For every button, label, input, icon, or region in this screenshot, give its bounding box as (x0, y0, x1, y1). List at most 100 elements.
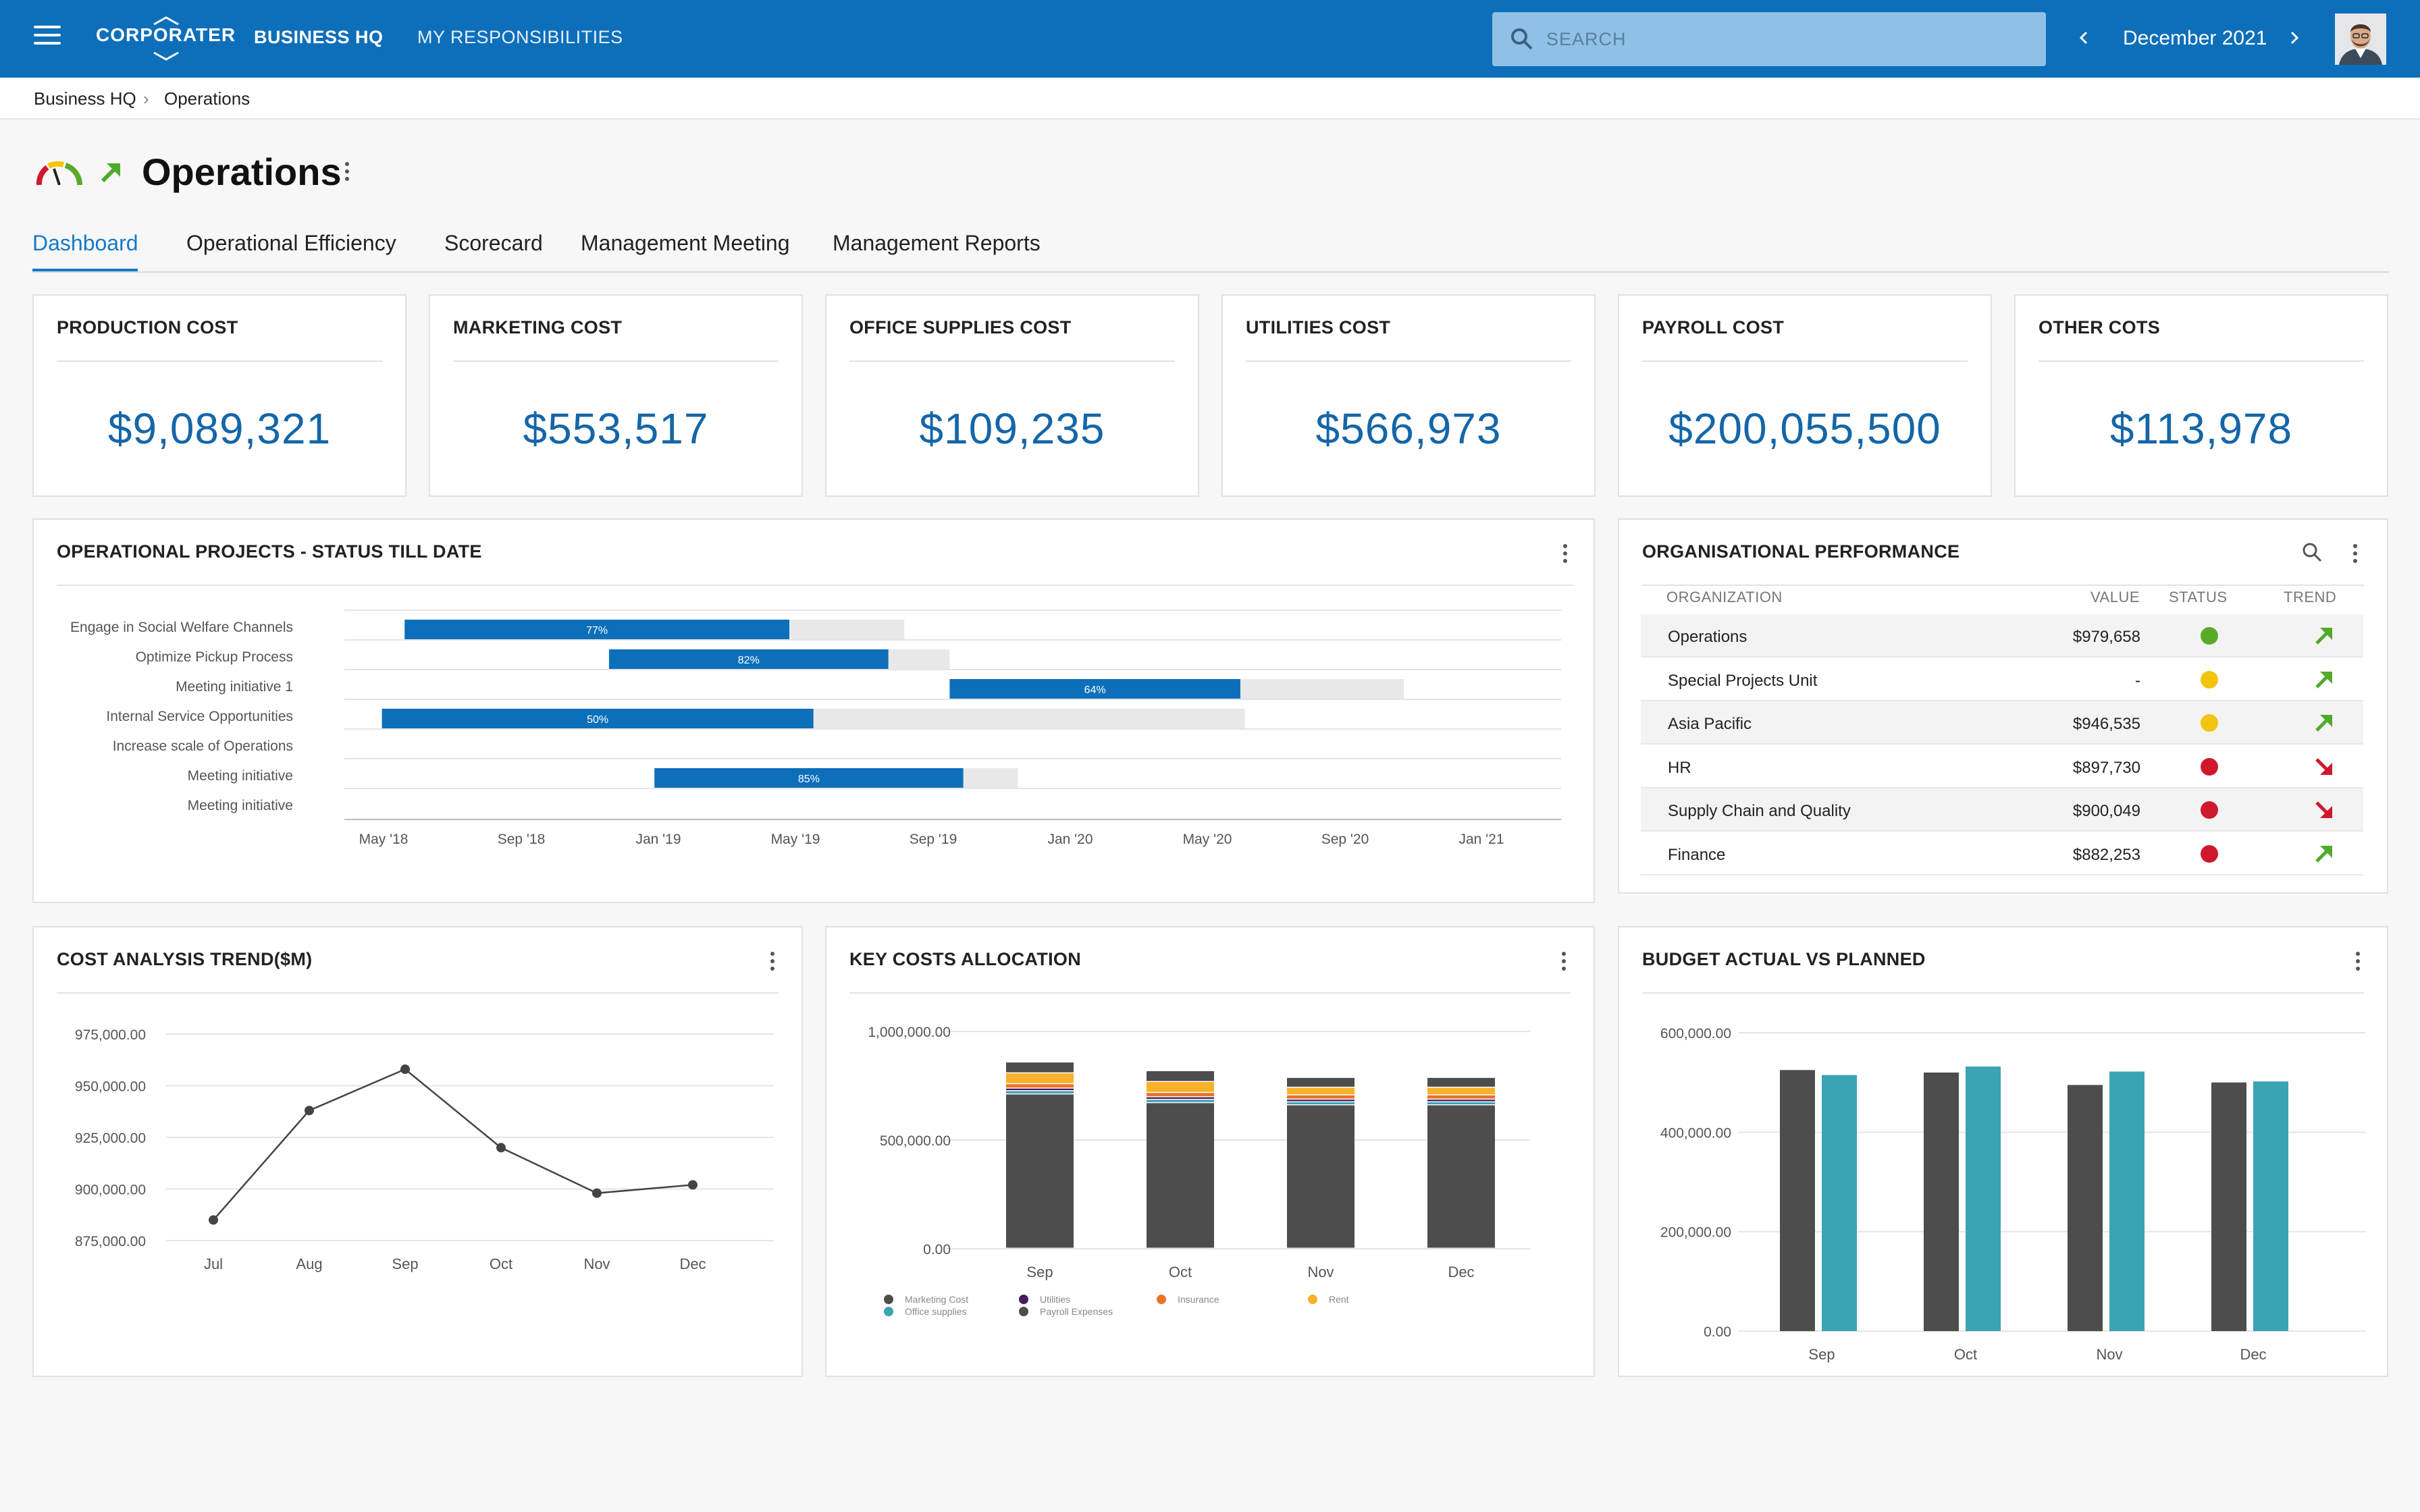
gantt-progress-label: 82% (738, 655, 760, 666)
gantt-project-label: Optimize Pickup Process (136, 649, 293, 665)
cost-trend-menu-icon[interactable] (768, 952, 777, 975)
gantt-x-tick-label: Sep '20 (1321, 832, 1369, 847)
key-costs-menu-icon[interactable] (1560, 952, 1568, 975)
gantt-progress-bar (608, 649, 889, 670)
y-tick-label: 925,000.00 (75, 1131, 146, 1146)
user-portrait-icon (2335, 14, 2386, 65)
user-avatar[interactable] (2335, 14, 2386, 65)
org-header-status[interactable]: STATUS (2169, 589, 2228, 605)
x-tick-label: Dec (1448, 1264, 1474, 1280)
org-menu-icon[interactable] (2351, 544, 2359, 567)
kpi-card-production-cost[interactable]: PRODUCTION COST $9,089,321 (32, 294, 406, 497)
card-title: KEY COSTS ALLOCATION (849, 949, 1082, 969)
actual-bar (2068, 1085, 2103, 1331)
active-tab-indicator (32, 269, 138, 271)
stack-segment-insurance (1006, 1084, 1074, 1088)
trend-down-icon (2315, 757, 2332, 775)
card-title: COST ANALYSIS TREND($M) (57, 949, 313, 969)
nav-my-responsibilities[interactable]: MY RESPONSIBILITIES (417, 27, 623, 47)
cost-analysis-trend-card: COST ANALYSIS TREND($M) 975,000.00 950,00… (32, 926, 803, 1377)
page-title: Operations (142, 151, 342, 193)
org-value: $897,730 (2072, 758, 2140, 777)
trend-up-icon (2315, 715, 2332, 732)
gantt-x-tick-label: May '20 (1183, 832, 1232, 847)
nav-business-hq[interactable]: BUSINESS HQ (254, 27, 384, 47)
divider (57, 992, 779, 994)
stack-segment-marketing-cost (1427, 1077, 1495, 1087)
org-name: Supply Chain and Quality (1668, 802, 1851, 820)
stack-segment-rent (1427, 1087, 1495, 1095)
tab-dashboard[interactable]: Dashboard (32, 231, 138, 255)
org-name: Asia Pacific (1668, 715, 1752, 733)
kpi-card-utilities-cost[interactable]: UTILITIES COST $566,973 (1221, 294, 1596, 497)
y-tick-label: 875,000.00 (75, 1234, 146, 1249)
org-table-row[interactable]: Special Projects Unit - (1641, 658, 2363, 701)
page-title-menu-icon[interactable] (343, 162, 351, 185)
status-dot (2201, 757, 2218, 776)
breadcrumb-business-hq[interactable]: Business HQ (34, 88, 136, 109)
gantt-progress-label: 50% (587, 714, 608, 726)
hamburger-menu-icon[interactable] (34, 26, 61, 49)
gantt-progress-bar (382, 709, 814, 729)
org-header-trend[interactable]: TREND (2284, 589, 2337, 605)
row-divider (1641, 743, 2363, 745)
corporater-logo[interactable]: CORPORATER (96, 16, 236, 61)
kpi-card-marketing-cost[interactable]: MARKETING COST $553,517 (429, 294, 803, 497)
divider (1642, 585, 2364, 586)
chevron-right-icon[interactable] (2281, 24, 2308, 51)
row-divider (1641, 786, 2363, 788)
stack-segment-insurance (1287, 1095, 1354, 1099)
period-label[interactable]: December 2021 (2123, 27, 2267, 49)
breadcrumb-operations: Operations (164, 88, 251, 109)
kpi-card-other-costs[interactable]: OTHER COTS $113,978 (2014, 294, 2388, 497)
tab-management-meeting[interactable]: Management Meeting (581, 231, 790, 255)
search-icon[interactable] (2301, 541, 2323, 563)
breadcrumb-separator-icon: › (143, 88, 149, 109)
tab-scorecard[interactable]: Scorecard (444, 231, 543, 255)
planned-bar (2253, 1081, 2288, 1331)
org-table-row[interactable]: HR $897,730 (1641, 745, 2363, 788)
divider (57, 585, 1573, 586)
search-input[interactable] (1546, 24, 2019, 54)
tab-operational-efficiency[interactable]: Operational Efficiency (186, 231, 396, 255)
trend-up-icon (101, 163, 120, 183)
search-box[interactable] (1492, 12, 2046, 66)
x-tick-label: Aug (296, 1256, 322, 1272)
org-value: $979,658 (2072, 628, 2140, 646)
gantt-project-label: Meeting initiative (188, 798, 293, 813)
tab-bar: Dashboard Operational Efficiency Scoreca… (32, 227, 2389, 273)
org-table-row[interactable]: Finance $882,253 (1641, 832, 2363, 875)
org-header-value[interactable]: VALUE (2090, 589, 2140, 605)
kpi-label: PRODUCTION COST (57, 317, 238, 338)
row-divider (1641, 656, 2363, 657)
org-table-row[interactable]: Supply Chain and Quality $900,049 (1641, 788, 2363, 832)
org-name: Special Projects Unit (1668, 671, 1818, 690)
projects-menu-icon[interactable] (1561, 544, 1569, 567)
gantt-x-tick-label: Jan '21 (1458, 832, 1504, 847)
kpi-card-payroll-cost[interactable]: PAYROLL COST $200,055,500 (1618, 294, 1992, 497)
stack-segment-utilities (1287, 1100, 1354, 1102)
stack-segment-office-supplies (1147, 1100, 1214, 1102)
chevron-left-icon[interactable] (2070, 24, 2097, 51)
budget-menu-icon[interactable] (2354, 952, 2362, 975)
stack-segment-payroll-expenses (1006, 1094, 1074, 1248)
tab-management-reports[interactable]: Management Reports (833, 231, 1041, 255)
search-icon (1511, 28, 1533, 50)
org-table-row[interactable]: Operations $979,658 (1641, 614, 2363, 657)
gantt-progress-label: 64% (1084, 684, 1106, 696)
row-divider (1641, 873, 2363, 875)
stack-segment-utilities (1147, 1097, 1214, 1099)
kpi-card-office-supplies-cost[interactable]: OFFICE SUPPLIES COST $109,235 (825, 294, 1199, 497)
trend-down-icon (2315, 801, 2332, 818)
divider (1642, 360, 1968, 362)
stack-segment-payroll-expenses (1147, 1103, 1214, 1248)
gantt-x-tick-label: May '18 (359, 832, 409, 847)
legend-swatch (884, 1307, 893, 1316)
kpi-label: UTILITIES COST (1246, 317, 1391, 338)
org-header-organization[interactable]: ORGANIZATION (1666, 589, 1783, 605)
data-point (496, 1143, 506, 1153)
card-title: OPERATIONAL PROJECTS - STATUS TILL DATE (57, 541, 482, 562)
org-name: Operations (1668, 628, 1747, 646)
gantt-progress-label: 77% (586, 625, 608, 637)
org-table-row[interactable]: Asia Pacific $946,535 (1641, 701, 2363, 745)
